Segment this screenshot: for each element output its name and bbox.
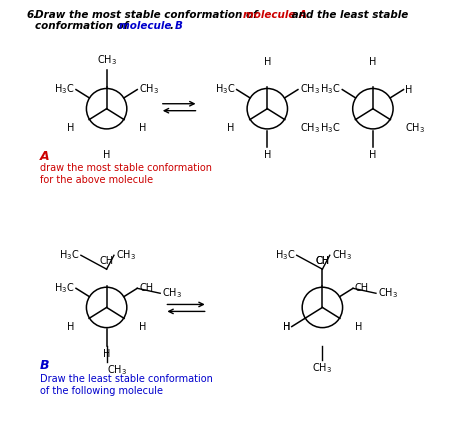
Text: H$_3$C: H$_3$C — [59, 248, 79, 262]
Text: H: H — [264, 57, 271, 67]
Text: A: A — [40, 150, 49, 163]
Text: and the least stable: and the least stable — [288, 11, 409, 20]
Text: CH$_3$: CH$_3$ — [107, 364, 127, 378]
Text: H: H — [67, 123, 74, 133]
Text: H$_3$C: H$_3$C — [54, 83, 74, 96]
Text: CH$_3$: CH$_3$ — [405, 121, 425, 135]
Text: H: H — [355, 321, 362, 332]
Text: for the above molecule: for the above molecule — [40, 175, 153, 185]
Text: CH: CH — [355, 283, 369, 293]
Text: H: H — [405, 85, 413, 95]
Text: of the following molecule: of the following molecule — [40, 386, 163, 396]
Text: H: H — [139, 123, 146, 133]
Text: H: H — [283, 321, 290, 332]
Text: molecule A: molecule A — [243, 11, 307, 20]
Text: CH$_3$: CH$_3$ — [300, 83, 320, 96]
Text: B: B — [40, 359, 49, 372]
Text: H: H — [103, 150, 110, 160]
Text: CH$_3$: CH$_3$ — [300, 121, 320, 135]
Text: CH: CH — [315, 256, 329, 266]
Text: CH$_3$: CH$_3$ — [116, 248, 136, 262]
Text: H$_3$C: H$_3$C — [274, 248, 295, 262]
Text: CH: CH — [100, 256, 114, 266]
Text: H: H — [264, 150, 271, 160]
Text: conformation of: conformation of — [35, 21, 132, 31]
Text: Draw the most stable conformation of: Draw the most stable conformation of — [35, 11, 261, 20]
Text: CH$_3$: CH$_3$ — [162, 286, 182, 300]
Text: CH$_3$: CH$_3$ — [97, 54, 117, 67]
Text: CH$_3$: CH$_3$ — [139, 83, 159, 96]
Text: H: H — [283, 321, 290, 332]
Text: draw the most stable conformation: draw the most stable conformation — [40, 163, 211, 173]
Text: H: H — [369, 150, 376, 160]
Text: H: H — [369, 57, 376, 67]
Text: 6.: 6. — [27, 11, 38, 20]
Text: molecule B: molecule B — [118, 21, 182, 31]
Text: H$_3$C: H$_3$C — [320, 121, 340, 135]
Text: H: H — [228, 123, 235, 133]
Text: CH: CH — [139, 283, 153, 293]
Text: H$_3$C: H$_3$C — [215, 83, 235, 96]
Text: CH$_3$: CH$_3$ — [312, 362, 332, 375]
Text: CH$_3$: CH$_3$ — [378, 286, 398, 300]
Text: CH: CH — [315, 256, 329, 266]
Text: H: H — [139, 321, 146, 332]
Text: .: . — [169, 21, 173, 31]
Text: H: H — [67, 321, 74, 332]
Text: CH$_3$: CH$_3$ — [332, 248, 352, 262]
Text: H$_3$C: H$_3$C — [320, 83, 340, 96]
Text: H: H — [103, 349, 110, 359]
Text: Draw the least stable conformation: Draw the least stable conformation — [40, 374, 212, 384]
Text: H$_3$C: H$_3$C — [54, 281, 74, 295]
